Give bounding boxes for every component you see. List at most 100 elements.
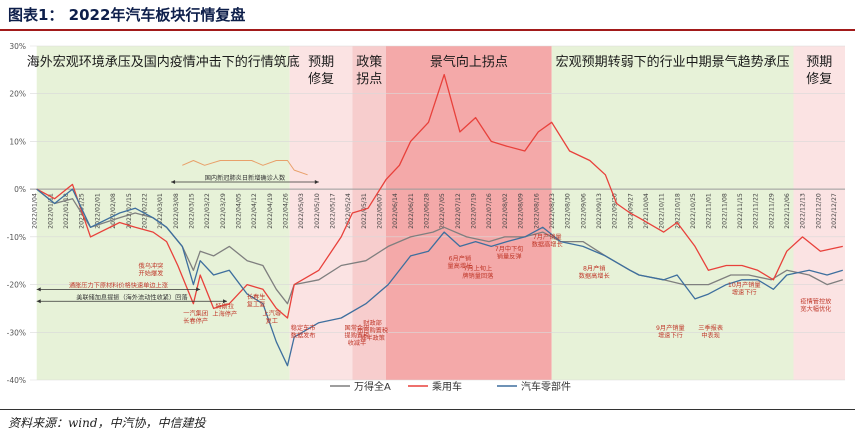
event-label-4: 上汽等复工 [263,310,282,326]
y-tick-label: -30% [7,328,26,337]
x-tick-label: 2022/02/01 [94,193,101,229]
legend: 万得全A 乘用车 汽车零部件 [330,380,571,393]
phase-bands [36,46,845,380]
x-tick-label: 2022/04/05 [235,193,242,229]
legend-label-0: 万得全A [354,380,391,393]
event-annotations: 俄乌冲突开始爆发一汽集团长春停产特斯拉上海停产长春生复工复上汽等复工稳定车市数据… [139,233,832,347]
event-label-16: 疫情管控放宽大幅优化 [800,298,831,314]
event-label-1: 一汽集团长春停产 [183,310,208,326]
x-tick-label: 2022/01/04 [32,193,39,229]
x-tick-label: 2022/02/22 [141,193,148,229]
x-tick-label: 2022/12/20 [815,193,822,229]
event-label-14: 三季报表中表现 [698,324,723,340]
phase-band-3 [386,46,552,380]
event-label-8: 6月产销量高增长 [448,255,473,271]
x-tick-label: 2022/07/12 [455,193,462,229]
x-tick-label: 2022/09/13 [596,193,603,229]
phase-band-5 [793,46,845,380]
x-tick-label: 2022/03/15 [188,193,195,229]
x-tick-label: 2022/02/08 [110,193,117,229]
x-tick-label: 2022/10/11 [659,193,666,229]
y-tick-label: -40% [7,376,26,385]
event-label-6: 国常会研提购置税收减半 [345,324,370,347]
x-tick-label: 2022/07/26 [486,193,493,229]
legend-label-2: 汽车零部件 [521,380,571,393]
x-tick-label: 2022/05/17 [330,193,337,229]
x-tick-label: 2022/08/16 [533,193,540,229]
x-tick-label: 2022/11/29 [768,193,775,229]
phase-label-0: 海外宏观环境承压及国内疫情冲击下的行情筑底 [27,54,300,70]
y-axis-ticks: 30% 20% 10% 0% -10% -20% -30% -40% [7,42,26,385]
y-tick-label: -10% [7,233,26,242]
footer-rule [0,409,855,410]
phase-label-2: 政策拐点 [356,54,382,87]
series-line-2 [36,188,843,367]
range-annotations: 国内新冠肺炎日新增确诊人数通胀压力下原材料价格快速单边上涨美联储加息提振（海外流… [36,174,319,304]
y-tick-label: 30% [9,42,26,51]
phase-label-3: 景气向上拐点 [430,54,508,70]
x-tick-label: 2022/12/27 [831,193,838,229]
event-label-12: 8月产销数据高增长 [579,264,610,280]
x-tick-label: 2022/09/20 [612,193,619,229]
phase-band-2 [352,46,387,380]
phase-label-1: 预期修复 [308,55,334,87]
legend-label-1: 乘用车 [432,380,462,393]
x-axis-ticks: 2022/01/04 2022/01/11 2022/01/18 2022/01/25… [32,193,838,229]
x-tick-label: 2022/11/08 [721,193,728,229]
x-tick-label: 2022/02/15 [126,193,133,229]
event-label-10: 7月中下旬销量反弹 [495,245,524,261]
phase-label-4: 宏观预期转弱下的行业中期景气趋势承压 [556,54,790,70]
title-rule [0,29,855,31]
x-tick-label: 2022/10/25 [690,193,697,229]
x-tick-label: 2022/08/02 [502,193,509,229]
y-tick-label: 20% [9,90,26,99]
x-tick-label: 2022/04/26 [282,193,289,229]
x-tick-label: 2022/11/01 [706,193,713,229]
source-note: 资料来源：wind，中汽协，中信建投 [8,416,206,430]
x-tick-label: 2022/05/24 [345,193,352,229]
x-tick-label: 2022/04/19 [267,193,274,229]
event-label-5: 稳定车市数据发布 [291,324,316,340]
event-label-0: 俄乌冲突开始爆发 [139,262,164,278]
event-label-7: 财政部出台购置税减半政策 [357,319,388,342]
phase-band-1 [289,46,353,380]
x-tick-label: 2022/07/19 [471,193,478,229]
x-tick-label: 2022/09/06 [580,193,587,229]
x-tick-label: 2022/11/15 [737,193,744,229]
x-tick-label: 2022/11/22 [753,193,760,229]
x-tick-label: 2022/08/09 [518,193,525,229]
x-tick-label: 2022/06/07 [377,193,384,229]
y-tick-label: 0% [14,185,26,194]
grid [30,45,845,381]
series-lines [36,73,843,367]
series-line-1 [36,73,843,319]
y-tick-label: 10% [9,137,26,146]
x-tick-label: 2022/05/03 [298,193,305,229]
x-tick-label: 2022/10/18 [674,193,681,229]
x-tick-label: 2022/01/18 [63,193,70,229]
x-tick-label: 2022/08/30 [565,193,572,229]
y-tick-label: -20% [7,281,26,290]
phase-label-5: 预期修复 [806,55,832,87]
x-tick-label: 2022/04/12 [251,193,258,229]
x-tick-label: 2022/03/22 [204,193,211,229]
x-tick-label: 2022/05/31 [361,193,368,229]
x-tick-label: 2022/06/14 [392,193,399,229]
x-tick-label: 2022/12/06 [784,193,791,229]
x-tick-label: 2022/08/23 [549,193,556,229]
chart-title: 图表1： 2022年汽车板块行情复盘 [8,6,246,24]
event-label-15: 10月产销量增速下行 [728,281,761,297]
event-label-9: 7月上旬上牌销量回落 [462,264,494,280]
x-tick-label: 2022/05/10 [314,193,321,229]
event-label-2: 特斯拉上海停产 [212,302,237,318]
phase-band-4 [551,46,794,380]
event-label-11: 7月产销量数据高增长 [532,233,563,249]
x-tick-label: 2022/10/04 [643,193,650,229]
phase-band-0 [36,46,290,380]
x-tick-label: 2022/03/29 [220,193,227,229]
range-label-0: 国内新冠肺炎日新增确诊人数 [205,174,286,182]
x-tick-label: 2022/07/05 [439,193,446,229]
range-label-2: 美联储加息提振（海外流动性收紧）回落 [76,293,188,301]
line-chart: 30% 20% 10% 0% -10% -20% -30% -40% 2022/01/04 20… [7,42,845,393]
